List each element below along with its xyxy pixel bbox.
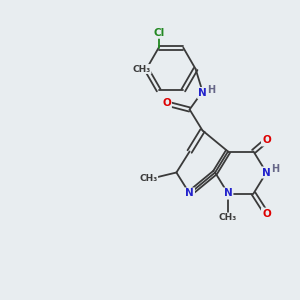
Text: Cl: Cl [153, 28, 164, 38]
Text: H: H [271, 164, 279, 175]
Text: N: N [198, 88, 207, 98]
Text: CH₃: CH₃ [140, 174, 158, 183]
Text: O: O [262, 135, 271, 146]
Text: O: O [162, 98, 171, 109]
Text: CH₃: CH₃ [219, 213, 237, 222]
Text: H: H [207, 85, 215, 95]
Text: CH₃: CH₃ [133, 64, 151, 74]
Text: N: N [185, 188, 194, 199]
Text: O: O [262, 208, 271, 219]
Text: N: N [224, 188, 232, 199]
Text: N: N [262, 167, 271, 178]
